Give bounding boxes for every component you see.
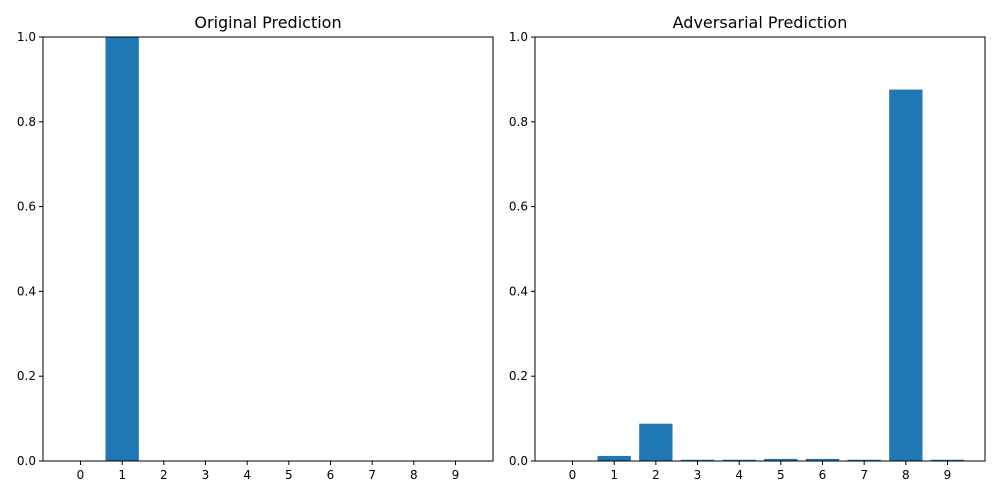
bar-1 [597, 455, 631, 461]
bar-9 [930, 459, 965, 461]
y-tick-label: 0.6 [17, 200, 36, 214]
chart-adversarial-prediction: Adversarial Prediction 0.0 0.2 0.4 0.6 0.8 1.… [509, 13, 986, 482]
x-tick-label: 0 [569, 468, 577, 482]
chart-title: Adversarial Prediction [673, 13, 848, 32]
bar-8 [889, 89, 923, 462]
y-tick-label: 0.4 [17, 284, 36, 298]
x-tick-label: 4 [243, 468, 251, 482]
x-tick-label: 5 [777, 468, 785, 482]
x-tick-label: 8 [902, 468, 910, 482]
x-tick-label: 9 [452, 468, 460, 482]
y-tick-label: 0.8 [509, 115, 528, 129]
y-tick-label: 0.2 [17, 369, 36, 383]
bar-4 [722, 459, 756, 461]
x-tick-label: 0 [77, 468, 85, 482]
x-axis: 0 1 2 3 4 5 6 7 8 9 [569, 461, 952, 482]
bar-5 [764, 458, 798, 461]
y-tick-label: 0.2 [509, 369, 528, 383]
y-tick-label: 1.0 [17, 30, 36, 44]
y-axis: 0.0 0.2 0.4 0.6 0.8 1.0 [509, 30, 535, 468]
x-tick-label: 5 [285, 468, 293, 482]
x-tick-label: 6 [819, 468, 827, 482]
y-tick-label: 1.0 [509, 30, 528, 44]
axes-frame [534, 36, 986, 462]
x-tick-label: 7 [860, 468, 868, 482]
y-tick-label: 0.8 [17, 115, 36, 129]
axes-frame [42, 36, 494, 462]
x-tick-label: 8 [410, 468, 418, 482]
chart-original-prediction: Original Prediction 0.0 0.2 0.4 0.6 0.8 1.0 0… [17, 13, 494, 482]
bar-3 [680, 459, 715, 461]
bars [105, 37, 139, 461]
x-tick-label: 4 [735, 468, 743, 482]
x-tick-label: 9 [944, 468, 952, 482]
y-tick-label: 0.0 [509, 454, 528, 468]
bars [555, 89, 965, 462]
x-tick-label: 6 [327, 468, 335, 482]
y-tick-label: 0.4 [509, 284, 528, 298]
x-tick-label: 2 [652, 468, 660, 482]
bar-1 [105, 37, 139, 461]
x-tick-label: 2 [160, 468, 168, 482]
chart-title: Original Prediction [194, 13, 341, 32]
x-tick-label: 3 [202, 468, 210, 482]
y-tick-label: 0.0 [17, 454, 36, 468]
x-tick-label: 1 [610, 468, 618, 482]
x-tick-label: 3 [694, 468, 702, 482]
bar-6 [805, 458, 840, 461]
x-axis: 0 1 2 3 4 5 6 7 8 9 [77, 461, 460, 482]
y-tick-label: 0.6 [509, 200, 528, 214]
bar-2 [639, 423, 673, 461]
bar-7 [847, 459, 881, 461]
x-tick-label: 7 [368, 468, 376, 482]
y-axis: 0.0 0.2 0.4 0.6 0.8 1.0 [17, 30, 43, 468]
x-tick-label: 1 [118, 468, 126, 482]
